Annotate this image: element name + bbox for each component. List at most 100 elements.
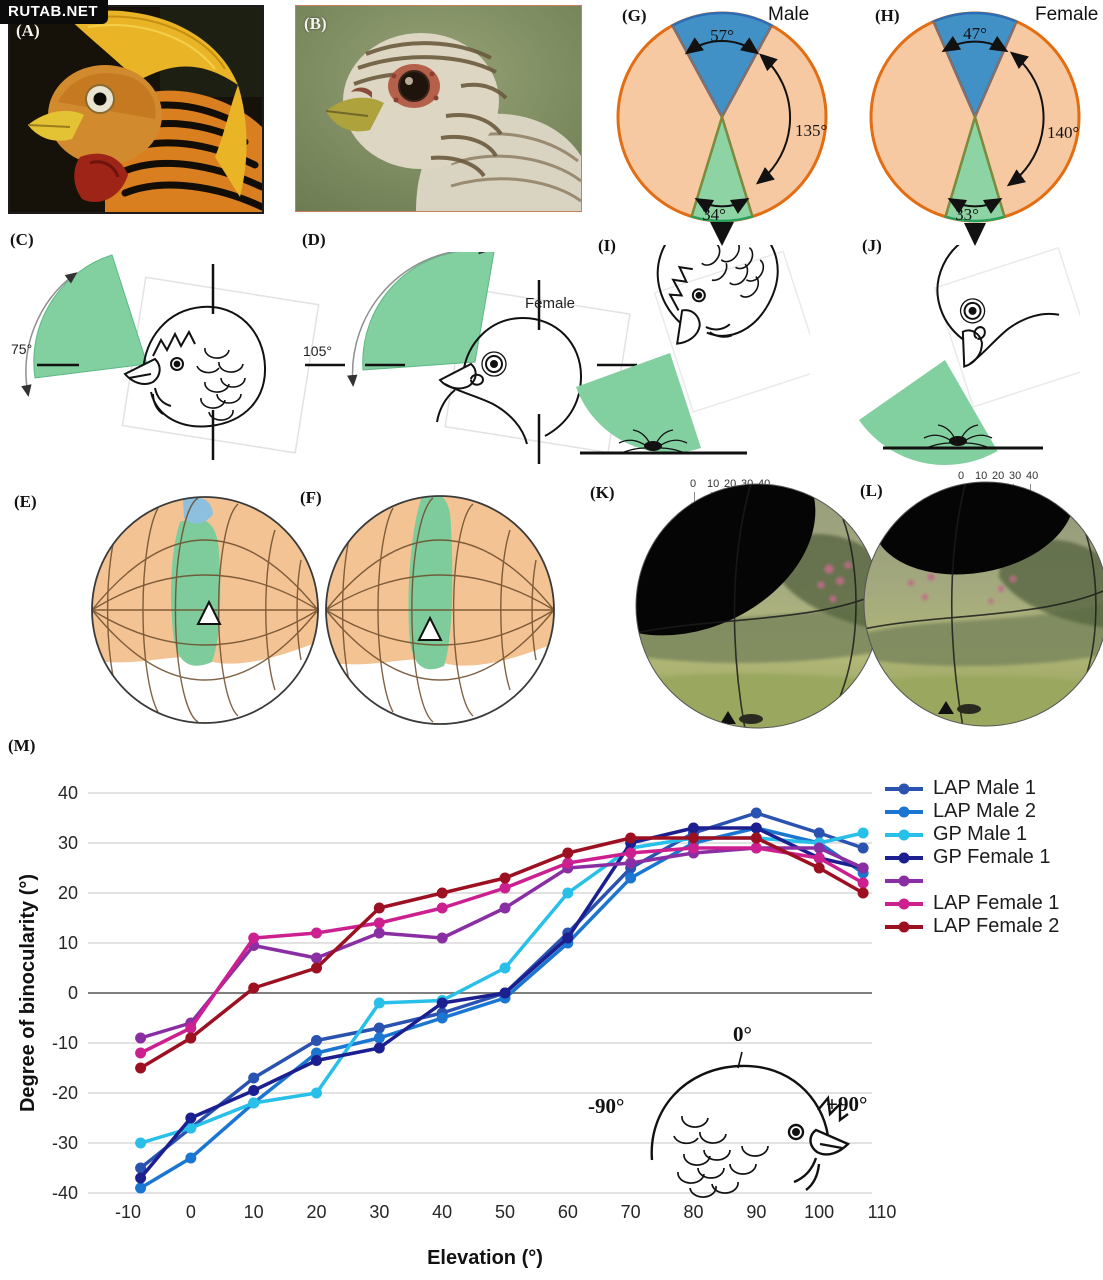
x-tick-label: 40 <box>432 1202 452 1222</box>
scale-label: 0 <box>958 470 965 482</box>
legend-swatch <box>885 783 923 794</box>
panel-h-label: (H) <box>875 6 900 25</box>
data-point <box>311 962 322 974</box>
data-point <box>135 1047 147 1059</box>
data-point <box>135 1162 147 1174</box>
legend-item-6: LAP Female 2 <box>884 915 1059 938</box>
beak-projection-marker <box>196 599 222 625</box>
data-point <box>750 842 762 854</box>
data-point <box>813 842 825 854</box>
data-point <box>185 1022 197 1034</box>
bottom-angle-male: 34° <box>702 205 726 224</box>
scale-label: 20 <box>992 470 1005 482</box>
beak-marker <box>710 222 734 246</box>
data-point <box>688 842 699 854</box>
y-tick-label: -20 <box>52 1083 78 1103</box>
data-point <box>373 1042 385 1054</box>
data-point <box>625 847 637 859</box>
data-point <box>248 932 260 944</box>
male-head-drawing <box>656 245 779 345</box>
binocular-region <box>171 518 221 666</box>
data-point <box>185 1032 197 1044</box>
scale-label: 10 <box>707 478 720 490</box>
y-tick-label: -10 <box>52 1033 78 1053</box>
data-point <box>436 932 448 944</box>
data-point <box>562 887 574 899</box>
visual-field-sphere-male <box>91 496 319 724</box>
panel-d-angle: 105° <box>303 343 332 359</box>
data-point <box>185 1152 197 1164</box>
data-point <box>625 832 637 844</box>
female-head-drawing <box>436 316 583 445</box>
female-head-drawing <box>936 245 1060 368</box>
data-point <box>499 987 511 999</box>
data-point <box>625 872 637 884</box>
x-tick-label: 0 <box>186 1202 196 1222</box>
data-point <box>813 827 825 839</box>
scale-label: 10 <box>975 470 988 482</box>
inset-head-drawing <box>650 1051 851 1198</box>
data-point <box>373 917 385 929</box>
prey-insect <box>618 429 688 454</box>
legend-swatch <box>885 898 923 909</box>
data-point <box>185 1122 197 1134</box>
x-tick-label: 110 <box>868 1202 897 1222</box>
fisheye-photo-male <box>635 483 881 729</box>
y-tick-label: 30 <box>58 833 78 853</box>
data-point <box>248 1085 260 1096</box>
bottom-angle-female: 33° <box>955 205 979 224</box>
scale-label: 40 <box>1026 470 1039 482</box>
data-point <box>857 827 869 839</box>
female-head-field-diagram: 105° Female <box>303 252 637 464</box>
legend-swatch <box>885 829 923 840</box>
data-point <box>499 962 511 974</box>
panel-d-label: (D) <box>302 230 326 249</box>
photo-female-pheasant: (B) <box>295 5 582 212</box>
data-point <box>857 862 869 874</box>
dorsal-blue-region <box>183 497 213 524</box>
y-tick-label: 10 <box>58 933 78 953</box>
data-point <box>499 902 511 914</box>
side-angle-female: 140° <box>1047 123 1079 142</box>
x-tick-label: 70 <box>621 1202 641 1222</box>
data-point <box>562 932 574 944</box>
prey-insect <box>923 424 993 449</box>
data-point <box>857 877 869 889</box>
inset-top-label: 0° <box>733 1022 752 1046</box>
legend-swatch <box>885 806 923 817</box>
scale-label: 0 <box>690 478 697 490</box>
beak-projection-marker <box>938 701 954 714</box>
data-point <box>311 952 322 964</box>
panel-g-label: (G) <box>622 6 647 25</box>
visual-field-diagram-female: 47° 140° 33° <box>869 11 1081 246</box>
panel-c-angle: 75° <box>11 341 32 357</box>
x-tick-label: 30 <box>369 1202 389 1222</box>
legend-swatch <box>885 875 923 886</box>
legend-label: LAP Male 2 <box>933 800 1037 822</box>
panel-e-label: (E) <box>14 492 37 511</box>
beak-projection-marker <box>720 711 736 724</box>
y-tick-label: 20 <box>58 883 78 903</box>
data-point <box>499 882 511 894</box>
legend-label: GP Female 1 <box>933 846 1051 868</box>
data-point <box>373 927 385 939</box>
legend-label: LAP Female 1 <box>933 892 1060 914</box>
panel-m-label: (M) <box>8 736 36 755</box>
green-field-sector <box>362 252 495 371</box>
data-point <box>436 1012 448 1024</box>
legend-item-4 <box>884 869 1059 892</box>
male-head-field-diagram: 75° <box>11 254 345 460</box>
data-point <box>625 857 637 869</box>
photo-male-pheasant: (A) <box>8 5 264 214</box>
y-tick-label: -40 <box>52 1183 78 1203</box>
data-point <box>373 997 385 1009</box>
male-pheasant-art <box>10 7 262 212</box>
legend-swatch <box>885 921 923 932</box>
y-axis-title: Degree of binocularity (°) <box>17 874 39 1112</box>
fisheye-photo-female <box>863 481 1103 727</box>
panel-k-label: (K) <box>590 483 615 502</box>
legend-label: LAP Female 2 <box>933 915 1060 937</box>
male-head-drawing <box>123 305 267 428</box>
chart-legend: LAP Male 1 LAP Male 2 GP Male 1 GP Female 1… <box>884 777 1059 938</box>
